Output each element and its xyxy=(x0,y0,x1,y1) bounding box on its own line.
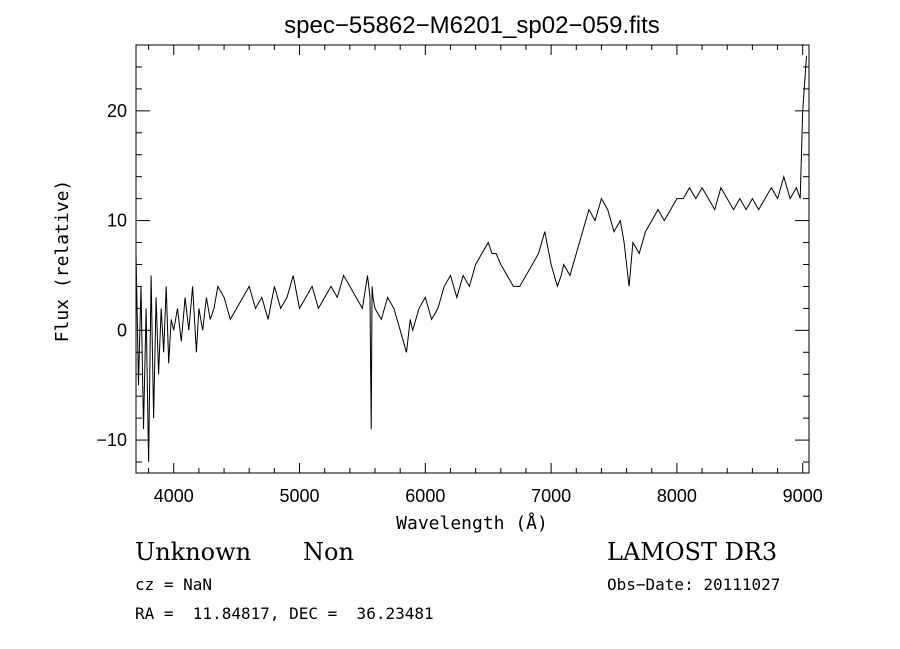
obs-date-label: Obs−Date: 20111027 xyxy=(607,575,780,594)
object-subclass: Non xyxy=(303,538,354,566)
spectrum-line xyxy=(136,55,807,463)
redshift-label: cz = NaN xyxy=(135,575,212,594)
x-tick-label: 4000 xyxy=(154,486,194,506)
object-class: Unknown xyxy=(135,538,251,566)
axis-ticks xyxy=(136,44,809,473)
y-tick-label: 10 xyxy=(107,211,127,231)
chart-title: spec−55862−M6201_sp02−059.fits xyxy=(284,12,660,39)
axis-tick-labels: 4000 5000 6000 7000 8000 9000 −10 0 10 20 xyxy=(96,101,822,506)
plot-frame xyxy=(135,44,810,474)
x-tick-label: 9000 xyxy=(783,486,823,506)
y-tick-label: −10 xyxy=(96,430,127,450)
x-tick-label: 8000 xyxy=(657,486,697,506)
x-tick-label: 7000 xyxy=(531,486,571,506)
x-axis-label: Wavelength (Å) xyxy=(396,512,548,534)
x-tick-label: 6000 xyxy=(405,486,445,506)
x-tick-label: 5000 xyxy=(280,486,320,506)
y-tick-label: 0 xyxy=(117,320,127,340)
y-axis-label: Flux (relative) xyxy=(52,180,73,343)
y-tick-label: 20 xyxy=(107,101,127,121)
survey-label: LAMOST DR3 xyxy=(607,538,777,566)
coordinates-label: RA = 11.84817, DEC = 36.23481 xyxy=(135,604,434,623)
